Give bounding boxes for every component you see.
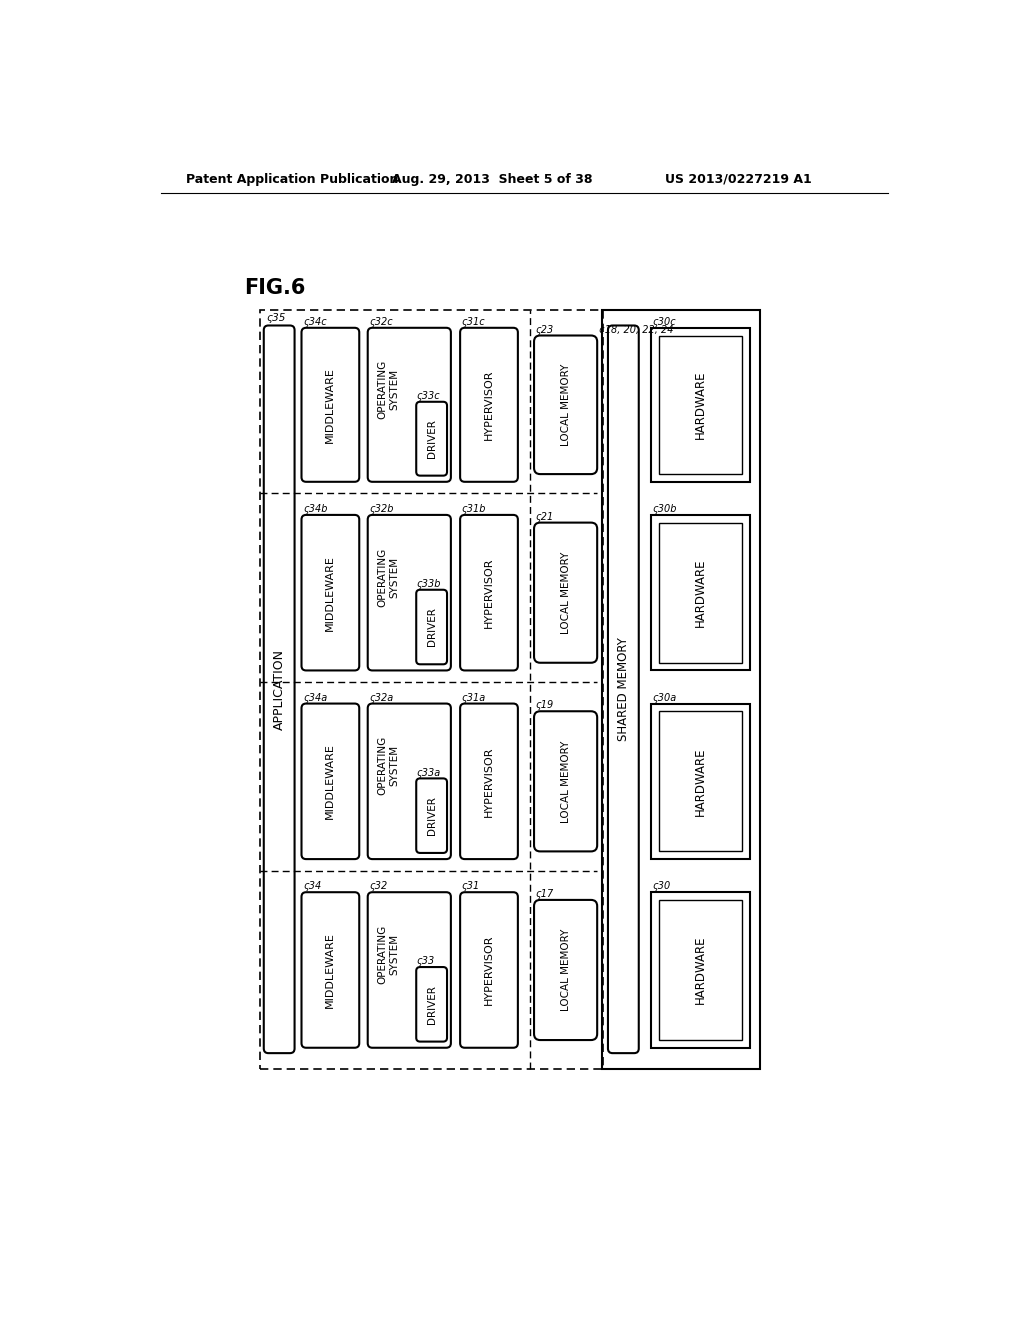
Text: HARDWARE: HARDWARE [694, 936, 707, 1005]
Text: HYPERVISOR: HYPERVISOR [484, 935, 494, 1006]
Text: LOCAL MEMORY: LOCAL MEMORY [560, 363, 570, 446]
Text: HYPERVISOR: HYPERVISOR [484, 746, 494, 817]
Text: HARDWARE: HARDWARE [694, 371, 707, 440]
FancyBboxPatch shape [460, 327, 518, 482]
Text: ς30a: ς30a [652, 693, 677, 702]
Text: HYPERVISOR: HYPERVISOR [484, 370, 494, 440]
Bar [651, 327, 750, 482]
FancyBboxPatch shape [368, 892, 451, 1048]
Text: SHARED MEMORY: SHARED MEMORY [616, 638, 630, 742]
Bar [658, 711, 742, 851]
FancyBboxPatch shape [301, 327, 359, 482]
Text: ς31b: ς31b [462, 504, 486, 515]
Text: ς33: ς33 [417, 956, 435, 966]
Text: ς31: ς31 [462, 882, 480, 891]
Text: ς21: ς21 [536, 512, 554, 521]
Text: DRIVER: DRIVER [427, 796, 436, 836]
Bar [658, 335, 742, 474]
Text: ς32: ς32 [370, 882, 387, 891]
Text: ς34: ς34 [303, 882, 322, 891]
FancyBboxPatch shape [301, 704, 359, 859]
Text: US 2013/0227219 A1: US 2013/0227219 A1 [666, 173, 812, 186]
Text: ς34c: ς34c [303, 317, 327, 327]
Text: ς32a: ς32a [370, 693, 393, 702]
Text: Patent Application Publication: Patent Application Publication [186, 173, 398, 186]
Text: ς23: ς23 [536, 325, 554, 335]
FancyBboxPatch shape [416, 590, 447, 664]
FancyBboxPatch shape [535, 900, 597, 1040]
Text: ς35: ς35 [266, 313, 286, 323]
FancyBboxPatch shape [264, 326, 295, 1053]
Text: ς34a: ς34a [303, 693, 328, 702]
Text: HARDWARE: HARDWARE [694, 558, 707, 627]
Bar [658, 900, 742, 1040]
Text: ς32c: ς32c [370, 317, 393, 327]
Text: DRIVER: DRIVER [427, 985, 436, 1024]
FancyBboxPatch shape [460, 892, 518, 1048]
Text: ς31a: ς31a [462, 693, 486, 702]
FancyBboxPatch shape [535, 711, 597, 851]
Text: ς19: ς19 [536, 701, 554, 710]
Bar [260, 310, 602, 1069]
FancyBboxPatch shape [368, 515, 451, 671]
FancyBboxPatch shape [460, 515, 518, 671]
Text: MIDDLEWARE: MIDDLEWARE [326, 743, 336, 820]
Bar [658, 523, 742, 663]
Text: ς30: ς30 [652, 882, 671, 891]
Text: ς32b: ς32b [370, 504, 394, 515]
FancyBboxPatch shape [416, 401, 447, 475]
Text: ς31c: ς31c [462, 317, 485, 327]
Bar [651, 892, 750, 1048]
FancyBboxPatch shape [301, 892, 359, 1048]
Text: DRIVER: DRIVER [427, 607, 436, 647]
Text: OPERATING
SYSTEM: OPERATING SYSTEM [378, 925, 399, 983]
Text: ς30c: ς30c [652, 317, 676, 327]
Text: OPERATING
SYSTEM: OPERATING SYSTEM [378, 737, 399, 796]
Text: ς33a: ς33a [417, 768, 441, 777]
FancyBboxPatch shape [608, 326, 639, 1053]
Bar [651, 515, 750, 671]
Text: OPERATING
SYSTEM: OPERATING SYSTEM [378, 548, 399, 607]
Text: MIDDLEWARE: MIDDLEWARE [326, 367, 336, 442]
FancyBboxPatch shape [460, 704, 518, 859]
Text: ς18, 20, 22, 24: ς18, 20, 22, 24 [599, 326, 674, 335]
Text: HARDWARE: HARDWARE [694, 747, 707, 816]
Text: DRIVER: DRIVER [427, 420, 436, 458]
FancyBboxPatch shape [301, 515, 359, 671]
Text: ς33c: ς33c [417, 391, 440, 401]
FancyBboxPatch shape [535, 523, 597, 663]
FancyBboxPatch shape [416, 968, 447, 1041]
Text: APPLICATION: APPLICATION [272, 649, 286, 730]
Text: OPERATING
SYSTEM: OPERATING SYSTEM [378, 360, 399, 418]
FancyBboxPatch shape [368, 704, 451, 859]
Bar [651, 704, 750, 859]
Text: ς17: ς17 [536, 890, 554, 899]
Text: ς30b: ς30b [652, 504, 677, 515]
Text: MIDDLEWARE: MIDDLEWARE [326, 932, 336, 1008]
Text: Aug. 29, 2013  Sheet 5 of 38: Aug. 29, 2013 Sheet 5 of 38 [392, 173, 593, 186]
Text: ς33b: ς33b [417, 579, 441, 589]
FancyBboxPatch shape [535, 335, 597, 474]
Text: FIG.6: FIG.6 [245, 277, 306, 298]
FancyBboxPatch shape [416, 779, 447, 853]
FancyBboxPatch shape [368, 327, 451, 482]
Text: HYPERVISOR: HYPERVISOR [484, 557, 494, 628]
Text: LOCAL MEMORY: LOCAL MEMORY [560, 929, 570, 1011]
Text: LOCAL MEMORY: LOCAL MEMORY [560, 741, 570, 822]
Bar [602, 310, 760, 1069]
Text: MIDDLEWARE: MIDDLEWARE [326, 554, 336, 631]
Text: ς34b: ς34b [303, 504, 328, 515]
Text: LOCAL MEMORY: LOCAL MEMORY [560, 552, 570, 634]
